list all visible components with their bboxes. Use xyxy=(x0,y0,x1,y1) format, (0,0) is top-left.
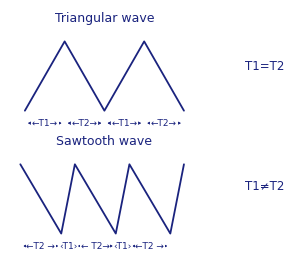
Text: Sawtooth wave: Sawtooth wave xyxy=(57,135,152,148)
Text: ←T2 →: ←T2 → xyxy=(26,241,55,251)
Text: ‹T1›: ‹T1› xyxy=(59,241,77,251)
Text: ←T2 →: ←T2 → xyxy=(135,241,164,251)
Text: ← T2→: ← T2→ xyxy=(81,241,110,251)
Text: ←T1→: ←T1→ xyxy=(32,119,58,128)
Text: T1≠T2: T1≠T2 xyxy=(245,180,285,193)
Text: ←T2→: ←T2→ xyxy=(151,119,177,128)
Text: ‹T1›: ‹T1› xyxy=(113,241,132,251)
Text: Triangular wave: Triangular wave xyxy=(55,12,154,25)
Text: ←T1→: ←T1→ xyxy=(111,119,137,128)
Text: ←T2→: ←T2→ xyxy=(71,119,97,128)
Text: T1=T2: T1=T2 xyxy=(245,60,285,73)
